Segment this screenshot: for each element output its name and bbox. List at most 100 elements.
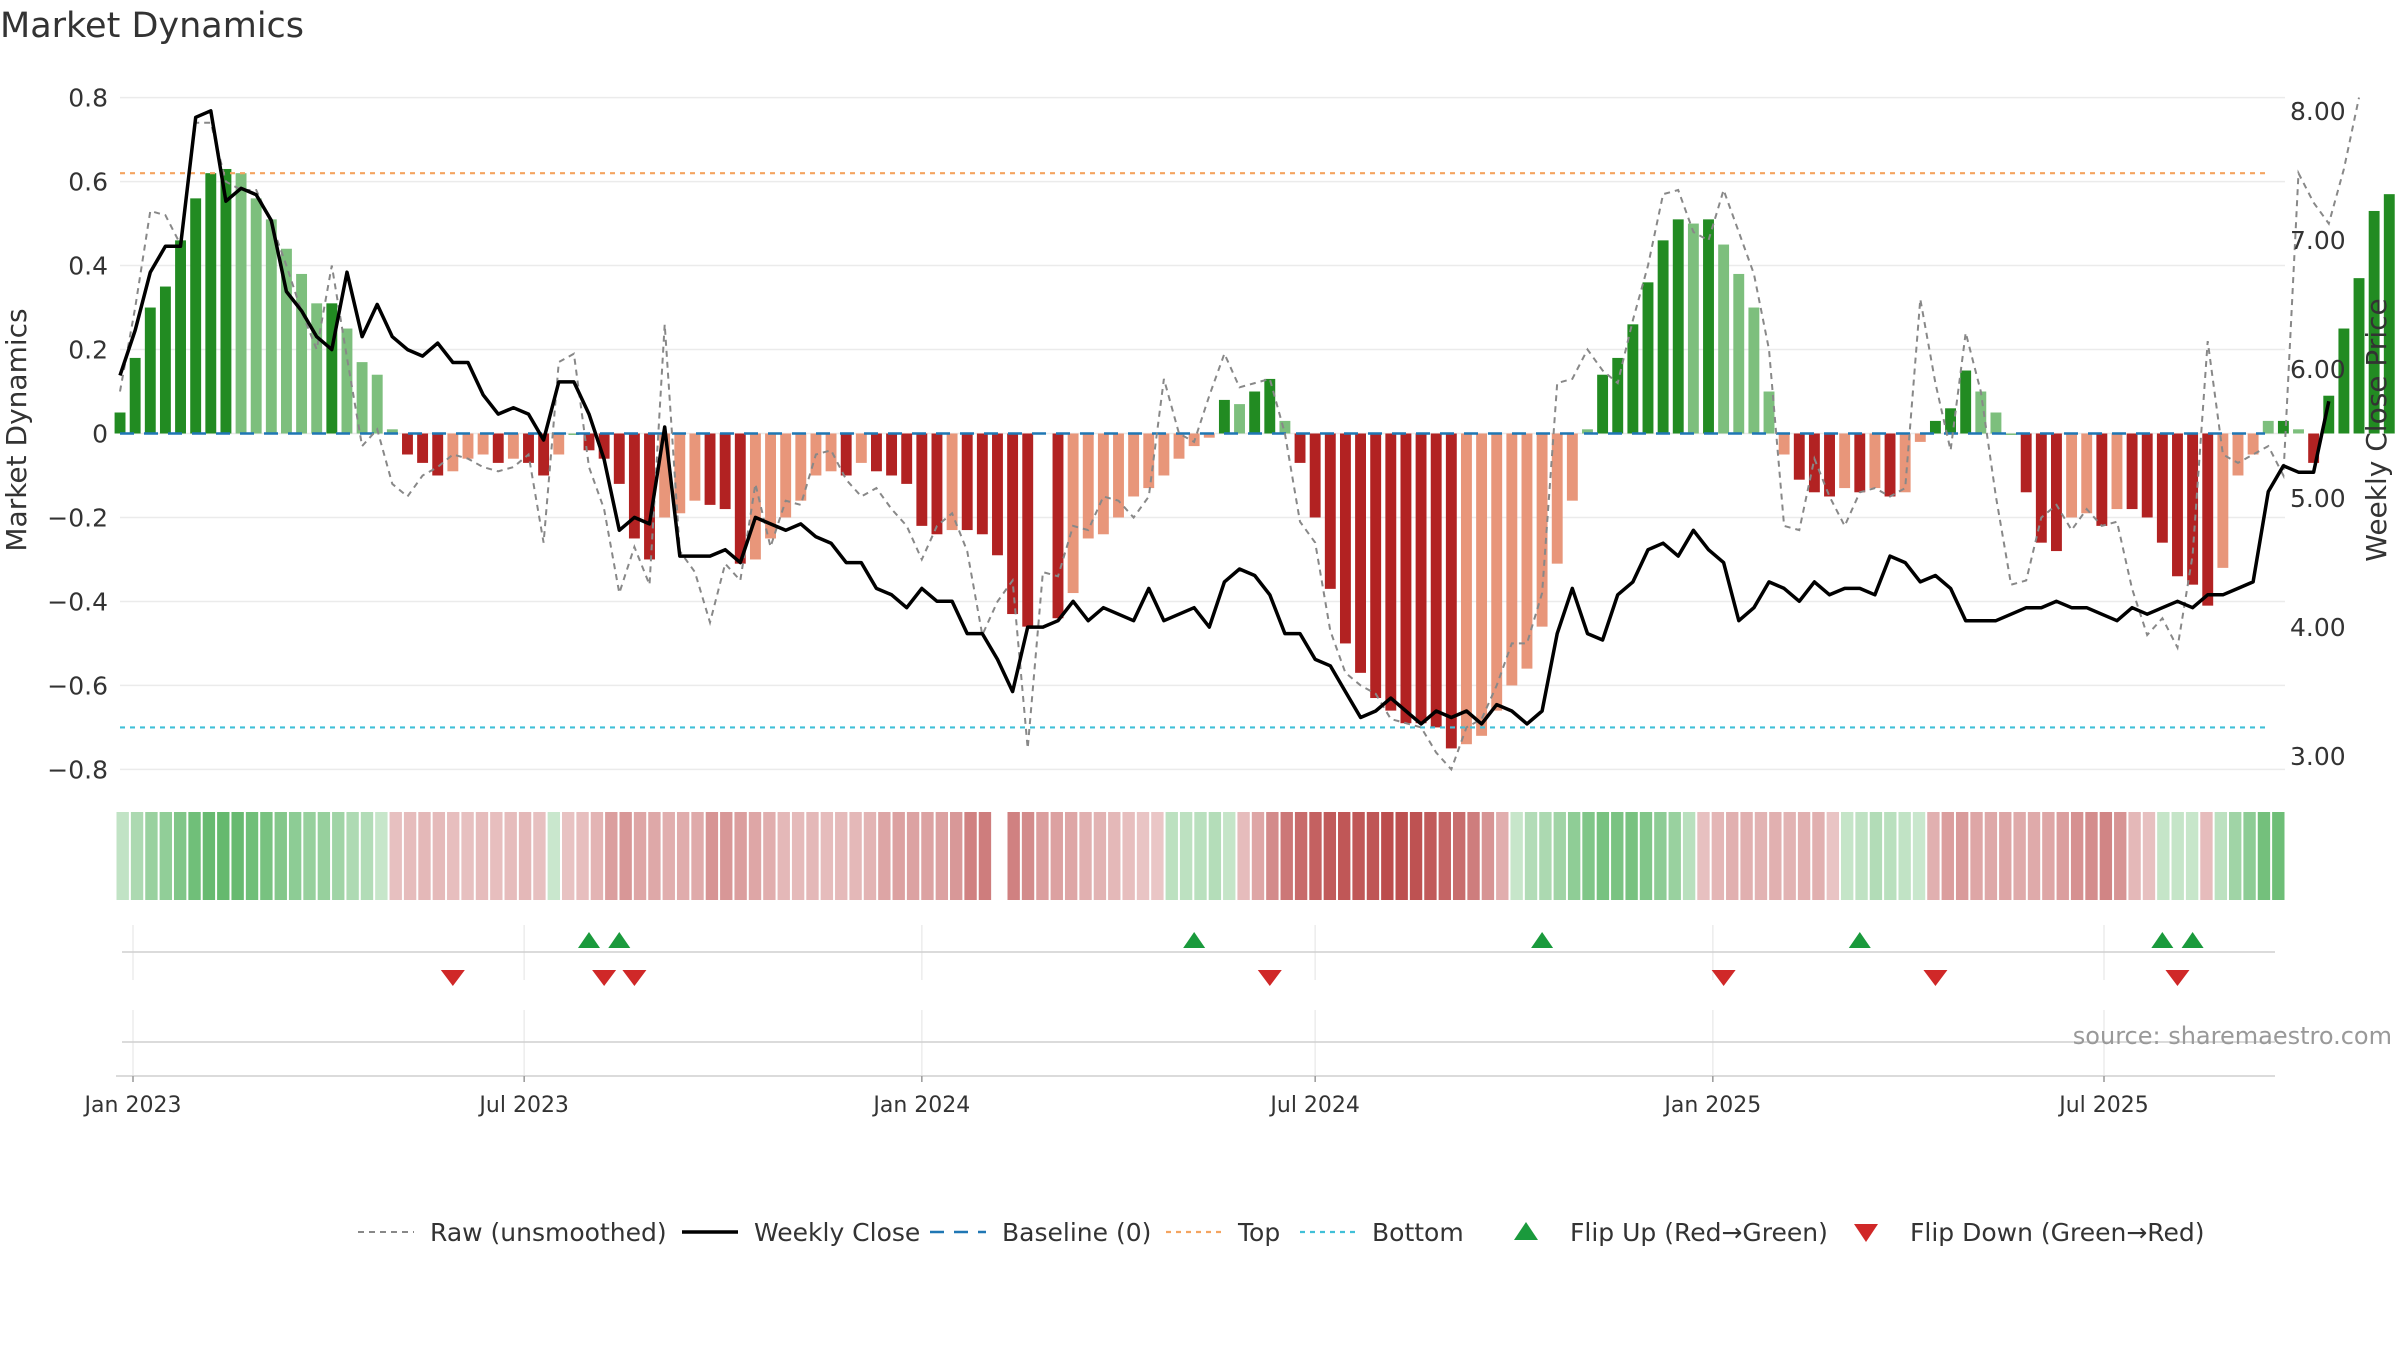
regime-cell — [1754, 812, 1768, 900]
dynamics-bar — [265, 219, 277, 434]
dynamics-bar — [296, 273, 308, 434]
dynamics-bar — [2308, 433, 2320, 463]
regime-cell — [1409, 812, 1423, 900]
legend-label: Baseline (0) — [1002, 1218, 1151, 1247]
grid-lines — [116, 96, 2285, 1077]
regime-cell — [1194, 812, 1207, 900]
regime-cell — [820, 812, 834, 900]
regime-cell — [1338, 812, 1351, 900]
regime-cell — [720, 812, 733, 900]
regime-cell — [288, 812, 302, 900]
regime-cell — [389, 812, 402, 900]
regime-cell — [1769, 812, 1782, 900]
regime-cell — [605, 812, 618, 900]
regime-cell — [648, 812, 661, 900]
regime-cell — [1841, 812, 1854, 900]
dynamics-bar — [432, 433, 444, 476]
regime-cell — [1999, 812, 2012, 900]
regime-cell — [1869, 812, 1883, 900]
dynamics-bar — [2187, 433, 2199, 585]
regime-cell — [1639, 812, 1653, 900]
dynamics-bar — [1279, 420, 1291, 434]
regime-cell — [1481, 812, 1495, 900]
dynamics-bar — [1158, 433, 1170, 476]
regime-cell — [116, 812, 129, 900]
regime-cell — [2056, 812, 2069, 900]
source-note: source: sharemaestro.com — [2073, 1022, 2392, 1050]
dynamics-bar — [1445, 433, 1457, 749]
x-tick-label: Jul 2025 — [2057, 1093, 2149, 1118]
dynamics-bar — [2172, 433, 2183, 577]
dynamics-bar — [1763, 391, 1775, 434]
dynamics-bar — [2156, 433, 2168, 543]
dynamics-bar — [144, 307, 156, 434]
dynamics-bar — [583, 433, 595, 451]
dynamics-bar — [1264, 378, 1276, 434]
regime-cell — [1582, 812, 1595, 900]
regime-cell — [763, 812, 776, 900]
regime-cell — [935, 812, 949, 900]
regime-cell — [576, 812, 589, 900]
regime-cell — [2042, 812, 2055, 900]
regime-cell — [504, 812, 517, 900]
regime-cell — [2027, 812, 2041, 900]
dynamics-bar — [2383, 194, 2395, 434]
y2-tick-label: 8.00 — [2290, 97, 2346, 126]
regime-cell — [432, 812, 446, 900]
dynamics-bar — [946, 433, 958, 531]
dynamics-bars — [114, 168, 2395, 749]
dynamics-bar — [2035, 433, 2047, 543]
y-tick-label: 0.4 — [68, 252, 108, 281]
dynamics-bar — [2141, 433, 2153, 518]
regime-cell — [2257, 812, 2271, 900]
regime-cell — [1941, 812, 1954, 900]
dynamics-bar — [1733, 273, 1745, 434]
dynamics-bar — [598, 433, 610, 459]
regime-cell — [1553, 812, 1566, 900]
dynamics-bar — [2353, 278, 2365, 434]
regime-cell — [547, 812, 560, 900]
regime-cell — [1783, 812, 1796, 900]
regime-cell — [950, 812, 963, 900]
dynamics-bar — [2232, 433, 2244, 476]
dynamics-bar — [1339, 433, 1351, 644]
x-tick-label: Jan 2023 — [83, 1093, 182, 1118]
dynamics-bar — [1884, 433, 1896, 497]
dynamics-bar — [2217, 433, 2229, 568]
regime-cell — [1237, 812, 1250, 900]
legend-swatch — [1854, 1224, 1878, 1242]
dynamics-bar — [114, 412, 126, 434]
regime-cell — [303, 812, 316, 900]
flip-up-marker — [1848, 932, 1871, 948]
dynamics-bar — [1309, 433, 1321, 518]
regime-cell — [1151, 812, 1164, 900]
dynamics-bar — [1929, 420, 1941, 434]
regime-cell — [1452, 812, 1466, 900]
regime-cell — [2185, 812, 2199, 900]
dynamics-bar — [1128, 433, 1140, 497]
regime-cell — [159, 812, 172, 900]
regime-cell — [1352, 812, 1365, 900]
regime-cell — [1711, 812, 1725, 900]
dynamics-bar — [2096, 433, 2108, 526]
dynamics-bar — [1022, 433, 1034, 627]
regime-cell — [231, 812, 244, 900]
dynamics-bar — [1597, 374, 1609, 434]
regime-cell — [1654, 812, 1667, 900]
regime-cell — [1395, 812, 1408, 900]
dynamics-bar — [1067, 433, 1079, 594]
regime-cell — [1697, 812, 1710, 900]
regime-cell — [260, 812, 273, 900]
regime-cell — [777, 812, 790, 900]
regime-cell — [217, 812, 230, 900]
dynamics-bar — [1839, 433, 1851, 489]
regime-cell — [1625, 812, 1638, 900]
dynamics-bar — [961, 433, 973, 531]
regime-cell — [2243, 812, 2256, 900]
legend-label: Bottom — [1372, 1218, 1464, 1247]
regime-cell — [1567, 812, 1581, 900]
regime-cell — [1740, 812, 1753, 900]
legend-label: Raw (unsmoothed) — [430, 1218, 667, 1247]
regime-cell — [619, 812, 632, 900]
y2-tick-label: 6.00 — [2290, 355, 2346, 384]
